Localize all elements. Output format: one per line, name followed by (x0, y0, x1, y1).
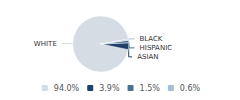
svg-text:WHITE: WHITE (34, 40, 57, 48)
svg-text:ASIAN: ASIAN (137, 53, 158, 61)
svg-text:HISPANIC: HISPANIC (140, 44, 173, 52)
svg-text:3.9%: 3.9% (99, 84, 120, 93)
svg-text:94.0%: 94.0% (54, 84, 80, 93)
svg-text:1.5%: 1.5% (140, 84, 161, 93)
svg-text:0.6%: 0.6% (180, 84, 201, 93)
svg-text:BLACK: BLACK (139, 35, 162, 43)
